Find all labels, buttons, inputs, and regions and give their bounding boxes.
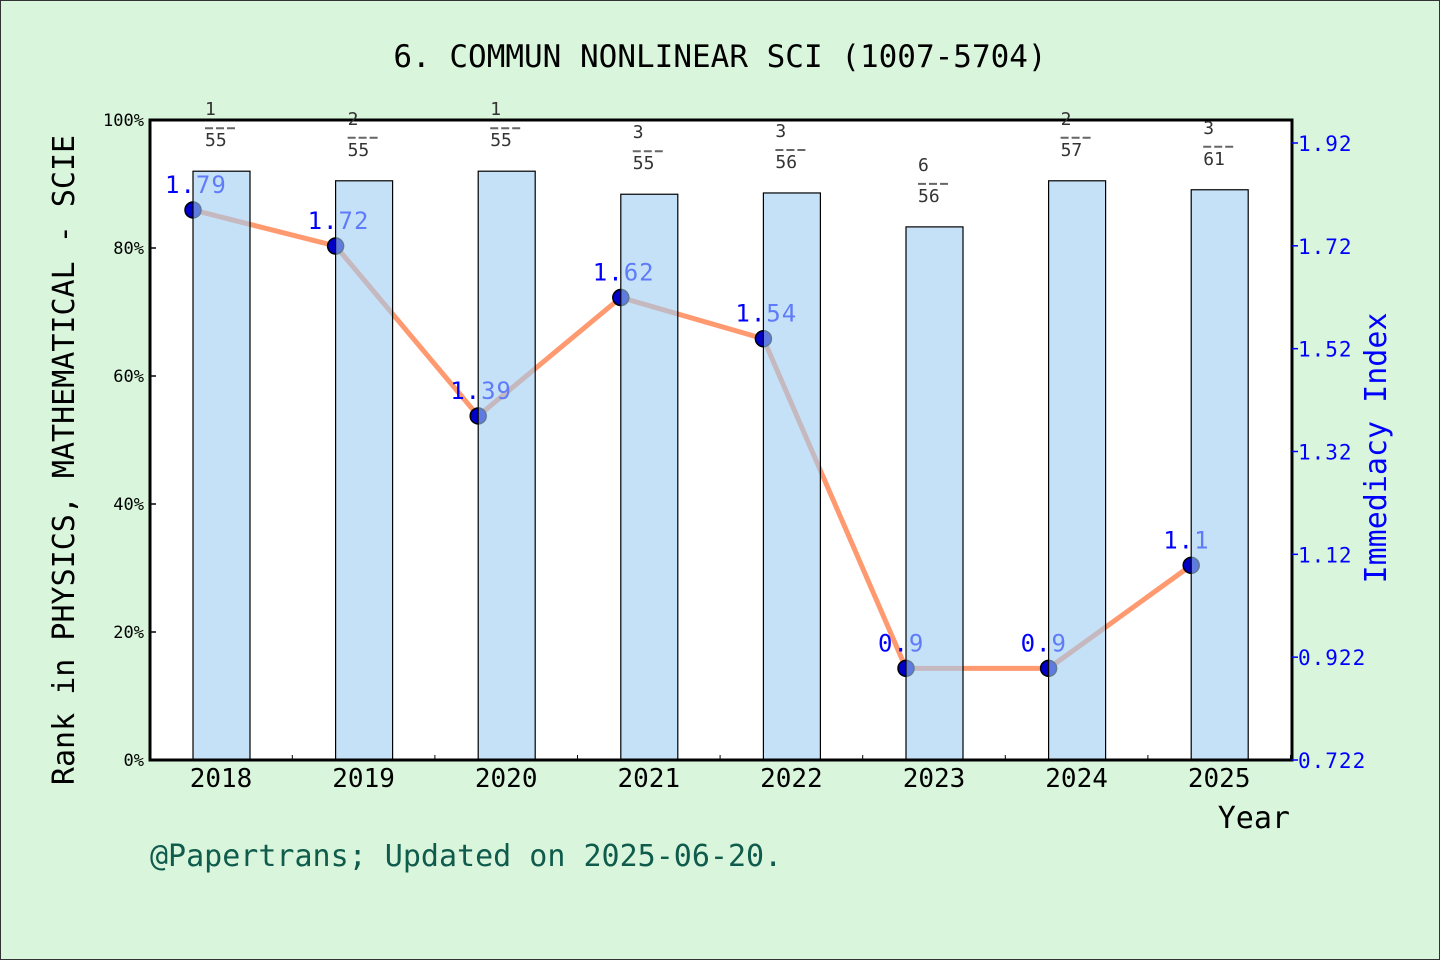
y-axis-right-label: Immediacy Index (1359, 313, 1394, 584)
rank-label-total: 57 (1061, 140, 1083, 161)
rank-bar (762, 192, 822, 761)
x-tick-label: 2019 (332, 764, 395, 794)
rank-bar (620, 193, 679, 761)
x-tick-label: 2022 (760, 764, 823, 794)
rank-label-numerator: 3 (633, 122, 644, 143)
chart-title: 6. COMMUN NONLINEAR SCI (1007-5704) (393, 39, 1046, 75)
x-tick-label: 2025 (1188, 764, 1251, 794)
y-right-tick-label: 1.52 (1298, 338, 1353, 362)
rank-label-numerator: 1 (490, 99, 501, 120)
rank-label-total: 56 (918, 186, 940, 207)
x-tick-label: 2021 (617, 764, 680, 794)
y-left-tick-label: 80% (113, 239, 144, 259)
rank-bar (477, 170, 536, 761)
rank-bar (905, 226, 964, 761)
y-left-tick-label: 60% (113, 367, 144, 387)
y-left-tick-label: 100% (103, 111, 144, 131)
rank-label-numerator: 2 (1061, 109, 1072, 130)
y-right-tick-label: 1.92 (1298, 132, 1353, 156)
y-right-tick-label: 0.722 (1298, 749, 1366, 773)
rank-bar (1190, 189, 1249, 761)
rank-label-total: 55 (490, 130, 512, 151)
rank-label-total: 56 (775, 152, 797, 173)
plot-border (148, 118, 1294, 762)
rank-label-numerator: 1 (205, 99, 216, 120)
rank-label-total: 55 (348, 140, 370, 161)
y-axis-left-label: Rank in PHYSICS, MATHEMATICAL - SCIE (47, 135, 82, 785)
rank-label-numerator: 2 (348, 109, 359, 130)
x-tick-label: 2024 (1045, 764, 1108, 794)
y-left-tick-label: 40% (113, 495, 144, 515)
rank-label-numerator: 3 (1203, 118, 1214, 139)
footer-credit: @Papertrans; Updated on 2025-06-20. (150, 839, 782, 874)
y-right-tick-label: 1.72 (1298, 235, 1353, 259)
rank-bar (335, 180, 394, 761)
x-tick-label: 2023 (903, 764, 966, 794)
y-right-tick-label: 1.12 (1298, 543, 1353, 567)
rank-label-numerator: 3 (775, 121, 786, 142)
y-left-tick-label: 20% (113, 623, 144, 643)
rank-label-total: 61 (1203, 149, 1225, 170)
rank-bar (192, 170, 251, 761)
y-right-tick-label: 1.32 (1298, 441, 1353, 465)
x-axis-label: Year (1218, 801, 1290, 836)
rank-label-total: 55 (633, 153, 655, 174)
x-tick-label: 2020 (475, 764, 538, 794)
x-tick-label: 2018 (190, 764, 253, 794)
rank-label-total: 55 (205, 130, 227, 151)
y-left-tick-label: 0% (124, 751, 144, 771)
y-right-tick-label: 0.922 (1298, 646, 1366, 670)
rank-label-numerator: 6 (918, 155, 929, 176)
rank-bar (1047, 180, 1107, 761)
